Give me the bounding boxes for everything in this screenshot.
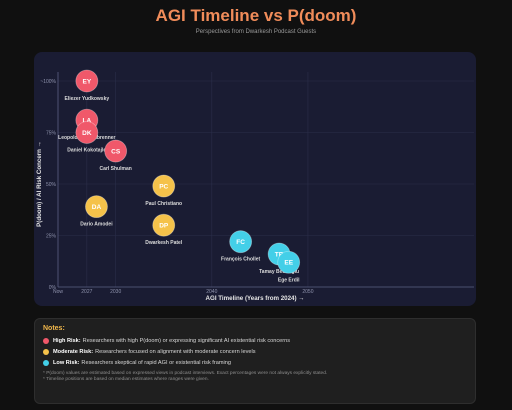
- data-point-initials: CS: [111, 148, 121, 155]
- x-axis-label: AGI Timeline (Years from 2024) →: [206, 295, 305, 302]
- x-tick-label: Now: [53, 289, 63, 295]
- data-point: [75, 69, 99, 93]
- y-tick-label: 75%: [46, 131, 57, 137]
- moderate-risk-dot-icon: [43, 349, 49, 355]
- note-text: Researchers focused on alignment with mo…: [95, 349, 256, 355]
- notes-title: Notes:: [43, 325, 65, 332]
- note-label: Moderate Risk:: [53, 349, 94, 355]
- data-point-initials: TB: [275, 251, 284, 258]
- note-low-risk: Low Risk: Researchers skeptical of rapid…: [43, 360, 467, 366]
- data-point-label: Tamay Besiroglu: [259, 269, 299, 275]
- data-point-initials: LA: [83, 118, 92, 125]
- data-point-label: Eliezer Yudkowsky: [65, 96, 110, 102]
- x-tick-label: 2040: [206, 289, 217, 295]
- footnote: * Timeline positions are based on median…: [43, 377, 209, 383]
- y-axis-label: P(doom) / AI Risk Concern →: [36, 141, 43, 227]
- high-risk-dot-icon: [43, 338, 49, 344]
- x-tick-label: 2027: [81, 289, 92, 295]
- data-point-initials: PC: [159, 183, 168, 190]
- data-point-initials: FC: [236, 239, 245, 246]
- data-point-label: Daniel Kokotajlo: [67, 148, 106, 154]
- data-point-initials: EE: [284, 260, 293, 267]
- data-point-label: Dario Amodei: [80, 222, 113, 228]
- page-title: AGI Timeline vs P(doom): [155, 6, 357, 25]
- data-point-label: Paul Christiano: [145, 201, 182, 207]
- data-point: [229, 230, 253, 254]
- y-tick-label: ~100%: [40, 79, 56, 85]
- page-subtitle: Perspectives from Dwarkesh Podcast Guest…: [195, 29, 317, 35]
- chart-panel: Now 2027 2030 2040 2050 0% 25% 50% 75% ~100% AGI T…: [34, 52, 476, 306]
- data-point-initials: DP: [159, 223, 169, 230]
- data-point-initials: EY: [83, 78, 92, 85]
- note-text: Researchers with high P(doom) or express…: [82, 338, 291, 344]
- note-text: Researchers skeptical of rapid AGI or ex…: [81, 360, 231, 366]
- y-tick-label: 0%: [49, 285, 57, 291]
- footnote: * P(doom) values are estimated based on …: [43, 371, 328, 376]
- y-tick-label: 25%: [46, 234, 57, 240]
- data-point: [152, 174, 176, 198]
- note-high-risk: High Risk: Researchers with high P(doom)…: [43, 338, 467, 344]
- data-point: [75, 121, 99, 144]
- data-point: [104, 139, 128, 163]
- scatter-chart: Now 2027 2030 2040 2050 0% 25% 50% 75% ~100% AGI T…: [36, 69, 474, 302]
- note-label: Low Risk:: [53, 360, 80, 366]
- x-tick-label: 2050: [302, 289, 313, 295]
- data-point-label: François Chollet: [221, 257, 261, 263]
- low-risk-dot-icon: [43, 360, 49, 366]
- data-point-initials: DK: [82, 130, 92, 137]
- notes-panel: Notes: High Risk: Researchers with high …: [34, 318, 476, 404]
- data-point-label: Carl Shulman: [100, 166, 132, 172]
- note-moderate-risk: Moderate Risk: Researchers focused on al…: [43, 349, 467, 355]
- y-tick-label: 50%: [46, 182, 57, 188]
- data-point-initials: DA: [92, 204, 102, 211]
- x-tick-label: 2030: [110, 289, 121, 295]
- data-point: [277, 250, 301, 274]
- data-point: [152, 213, 176, 237]
- data-point: [85, 195, 108, 219]
- data-point-label: Ege Erdil: [278, 277, 300, 283]
- data-point-label: Dwarkesh Patel: [145, 240, 183, 246]
- note-label: High Risk:: [53, 338, 81, 344]
